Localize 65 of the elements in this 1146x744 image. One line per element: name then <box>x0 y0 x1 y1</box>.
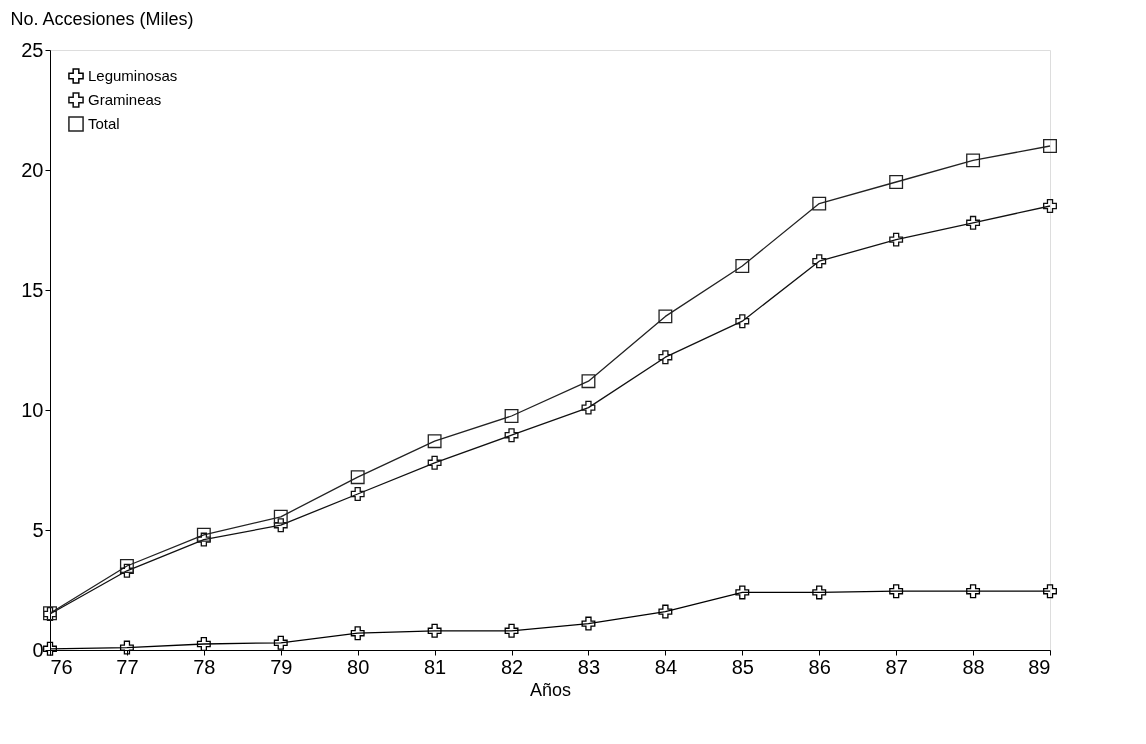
point <box>350 626 365 641</box>
x-tick-label: 79 <box>270 655 293 678</box>
point <box>273 635 288 650</box>
x-tick-label: 89 <box>1028 655 1051 678</box>
point <box>889 232 904 247</box>
point <box>119 563 134 578</box>
y-tick-label: 5 <box>32 518 44 541</box>
point <box>1043 199 1057 213</box>
point <box>966 153 981 168</box>
x-tick-label: 85 <box>731 655 754 678</box>
point <box>273 509 288 524</box>
point <box>889 175 904 189</box>
point <box>812 585 827 600</box>
x-tick-label: 78 <box>193 655 216 678</box>
point <box>735 585 750 600</box>
point <box>889 584 904 599</box>
x-tick-label: 83 <box>577 655 601 678</box>
point <box>43 641 57 656</box>
point <box>196 527 211 542</box>
x-tick-label: 88 <box>962 655 985 678</box>
x-tick-label: 82 <box>500 655 524 678</box>
legend-label: Gramineas <box>88 91 162 108</box>
point <box>273 518 288 533</box>
legend-label: Total <box>88 115 120 132</box>
point <box>658 350 673 365</box>
point <box>735 314 750 329</box>
point <box>504 623 519 638</box>
legend-label: Leguminosas <box>88 67 178 84</box>
y-tick-label: 10 <box>21 398 44 421</box>
point <box>1043 139 1057 153</box>
y-tick-label: 20 <box>21 158 44 181</box>
point <box>1043 584 1057 599</box>
y-axis-title: No. Accesiones (Miles) <box>10 8 194 29</box>
x-tick-label: 76 <box>50 655 73 678</box>
x-axis-title: Años <box>529 679 572 700</box>
x-tick-label: 86 <box>808 655 831 678</box>
point <box>196 532 211 547</box>
x-tick-label: 84 <box>654 655 678 678</box>
point <box>581 400 596 415</box>
point <box>427 455 442 470</box>
point <box>504 428 519 443</box>
point <box>658 604 673 619</box>
y-tick-label: 0 <box>32 638 44 661</box>
point <box>812 196 827 211</box>
point <box>966 215 981 230</box>
point <box>581 616 596 631</box>
x-tick-label: 80 <box>347 655 370 678</box>
point <box>350 487 365 501</box>
point <box>196 637 211 651</box>
x-tick-label: 81 <box>423 655 447 678</box>
y-tick-label: 15 <box>21 278 44 301</box>
x-tick-label: 77 <box>116 655 139 678</box>
point <box>350 470 365 485</box>
point <box>735 259 750 273</box>
point <box>658 309 673 324</box>
point <box>966 584 981 599</box>
point <box>119 640 134 655</box>
point <box>427 623 442 638</box>
point <box>812 254 827 269</box>
y-tick-label: 25 <box>21 38 44 61</box>
point <box>119 559 134 573</box>
point <box>504 409 519 423</box>
point <box>427 434 442 449</box>
x-tick-label: 87 <box>885 655 908 678</box>
point <box>581 374 596 389</box>
